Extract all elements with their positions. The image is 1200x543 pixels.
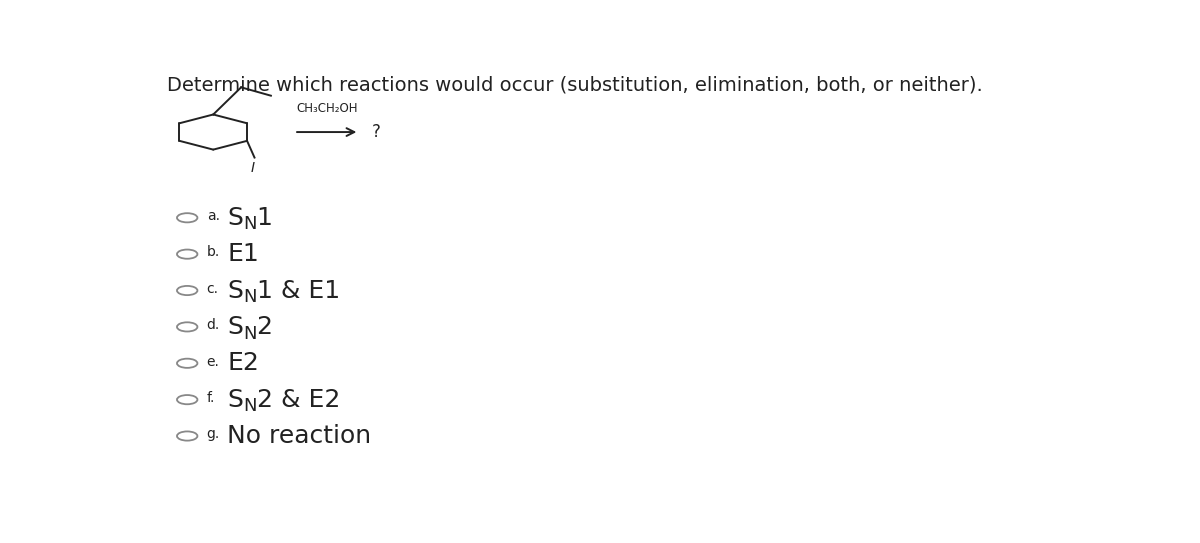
Text: S: S (227, 279, 244, 302)
Text: 2: 2 (257, 315, 272, 339)
Text: S: S (227, 388, 244, 412)
Text: S: S (227, 206, 244, 230)
Text: I: I (251, 161, 254, 175)
Text: E2: E2 (227, 351, 259, 375)
Text: b.: b. (206, 245, 220, 260)
Text: g.: g. (206, 427, 220, 441)
Text: S: S (227, 315, 244, 339)
Text: 1 & E1: 1 & E1 (257, 279, 340, 302)
Text: N: N (244, 397, 257, 415)
Text: N: N (244, 288, 257, 306)
Text: f.: f. (206, 391, 215, 405)
Text: a.: a. (206, 209, 220, 223)
Text: No reaction: No reaction (227, 424, 371, 448)
Text: N: N (244, 325, 257, 343)
Text: CH₃CH₂OH: CH₃CH₂OH (296, 102, 358, 115)
Text: e.: e. (206, 355, 220, 369)
Text: E1: E1 (227, 242, 259, 266)
Text: d.: d. (206, 318, 220, 332)
Text: Determine which reactions would occur (substitution, elimination, both, or neith: Determine which reactions would occur (s… (167, 75, 983, 94)
Text: ?: ? (371, 123, 380, 141)
Text: N: N (244, 216, 257, 233)
Text: 2 & E2: 2 & E2 (257, 388, 340, 412)
Text: 1: 1 (257, 206, 272, 230)
Text: c.: c. (206, 282, 218, 296)
